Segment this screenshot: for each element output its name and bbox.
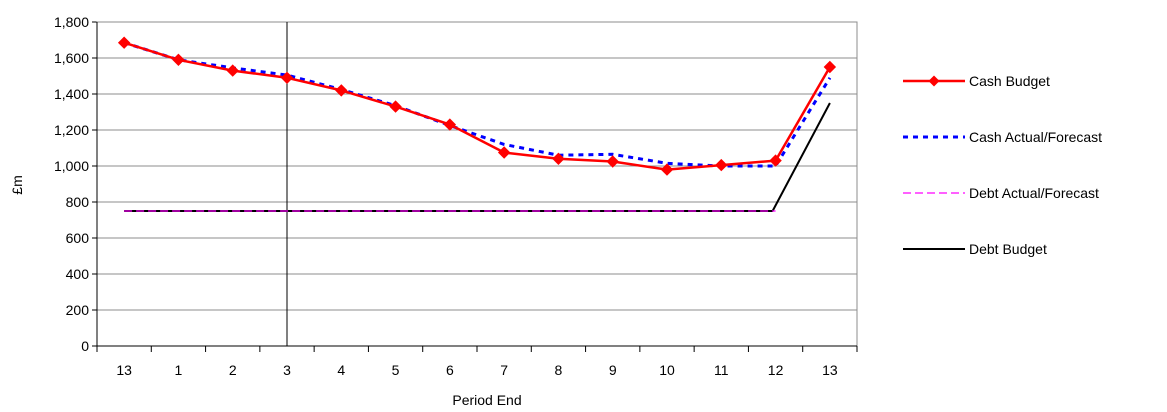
series-line	[123, 41, 832, 168]
x-tick-label: 4	[337, 362, 345, 378]
data-point-marker	[660, 163, 674, 176]
y-tick-label: 1,800	[54, 14, 89, 30]
data-point-marker	[389, 100, 402, 113]
x-tick-label: 10	[659, 362, 675, 378]
data-point-marker	[117, 36, 131, 49]
series-lines	[117, 22, 837, 346]
data-point-marker	[497, 146, 511, 159]
data-point-marker	[443, 118, 457, 131]
y-axis-title: £m	[9, 175, 25, 194]
data-point-marker	[172, 53, 185, 67]
x-tick-label: 7	[500, 362, 508, 378]
legend-item: Debt Actual/Forecast	[903, 185, 1099, 201]
legend-marker	[928, 75, 940, 87]
data-point-marker	[715, 158, 728, 172]
x-tick-label: 11	[714, 362, 729, 378]
x-tick-label: 3	[283, 362, 291, 378]
y-tick-label: 600	[66, 230, 90, 246]
legend-item: Debt Budget	[903, 241, 1047, 257]
legend-label: Debt Budget	[969, 241, 1047, 257]
y-tick-label: 1,600	[54, 50, 89, 66]
x-tick-label: 5	[392, 362, 400, 378]
legend: Cash Budget Cash Actual/Forecast Debt Actu…	[903, 73, 1102, 257]
legend-label: Debt Actual/Forecast	[969, 185, 1099, 201]
data-point-marker	[552, 152, 565, 166]
y-tick-label: 1,200	[54, 122, 89, 138]
data-point-marker	[606, 155, 619, 168]
legend-label: Cash Budget	[969, 73, 1050, 89]
tick-labels: 02004006008001,0001,2001,4001,6001,80013…	[54, 14, 838, 378]
legend-label: Cash Actual/Forecast	[969, 129, 1102, 145]
series-line	[123, 41, 831, 171]
series-line	[124, 102, 831, 212]
y-tick-label: 1,400	[54, 86, 89, 102]
y-tick-label: 800	[66, 194, 90, 210]
y-tick-label: 400	[66, 266, 90, 282]
plot-area-border	[96, 21, 858, 347]
data-point-marker	[823, 60, 837, 74]
legend-item: Cash Actual/Forecast	[903, 129, 1102, 145]
data-point-marker	[280, 71, 294, 85]
y-tick-label: 1,000	[54, 158, 89, 174]
x-tick-label: 1	[175, 362, 183, 378]
y-tick-label: 200	[66, 302, 90, 318]
data-point-marker	[226, 64, 239, 77]
data-point-marker	[769, 154, 782, 167]
x-tick-label: 13	[116, 362, 132, 378]
x-tick-label: 6	[446, 362, 454, 378]
legend-item: Cash Budget	[903, 73, 1050, 89]
x-axis-title: Period End	[452, 392, 521, 407]
data-point-marker	[335, 84, 348, 97]
x-tick-label: 12	[768, 362, 784, 378]
x-tick-label: 8	[555, 362, 563, 378]
x-tick-label: 2	[229, 362, 237, 378]
x-tick-label: 9	[609, 362, 617, 378]
axes	[92, 21, 858, 352]
x-tick-label: 13	[822, 362, 838, 378]
y-tick-label: 0	[81, 338, 89, 354]
